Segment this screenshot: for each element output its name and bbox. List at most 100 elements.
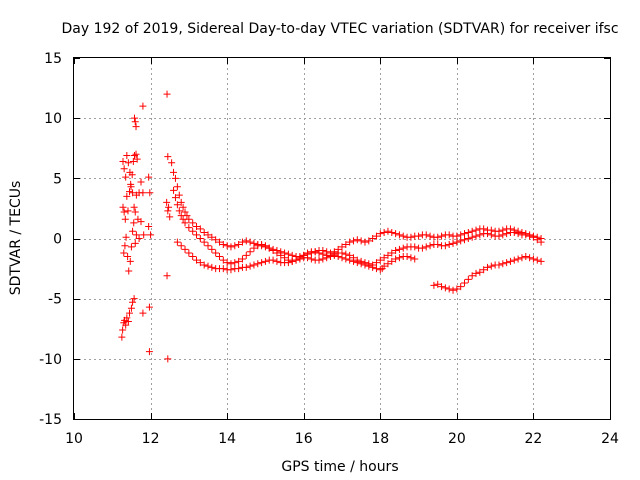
data-point bbox=[163, 272, 171, 280]
data-point bbox=[453, 232, 461, 240]
data-point bbox=[235, 265, 243, 273]
x-tick-label: 20 bbox=[448, 431, 466, 447]
data-point bbox=[126, 309, 134, 317]
data-point bbox=[529, 255, 537, 263]
data-point bbox=[164, 355, 172, 363]
data-point bbox=[403, 253, 411, 261]
plot-frame bbox=[73, 57, 611, 420]
data-point bbox=[369, 235, 377, 242]
data-point bbox=[361, 238, 369, 246]
y-tick-label: -10 bbox=[39, 352, 62, 368]
data-point bbox=[503, 230, 511, 238]
data-point bbox=[200, 261, 208, 269]
data-point bbox=[441, 242, 449, 250]
data-point bbox=[537, 257, 545, 265]
data-point bbox=[246, 262, 254, 270]
data-point bbox=[119, 326, 127, 334]
data-point bbox=[369, 263, 377, 271]
data-point bbox=[168, 159, 176, 167]
data-point bbox=[503, 259, 511, 267]
data-point bbox=[171, 174, 179, 182]
y-tick-labels: -15 -10 -5 0 5 10 15 bbox=[39, 51, 62, 428]
data-point bbox=[137, 218, 145, 226]
data-point bbox=[250, 261, 258, 269]
data-point bbox=[445, 241, 453, 249]
x-tick-label: 22 bbox=[525, 431, 543, 447]
data-point bbox=[254, 242, 262, 250]
x-tick-labels: 10 12 14 16 18 20 22 24 bbox=[65, 431, 619, 447]
data-point bbox=[208, 233, 216, 241]
data-point bbox=[533, 233, 541, 241]
data-point bbox=[235, 257, 243, 265]
data-point bbox=[499, 231, 507, 239]
data-point bbox=[124, 253, 132, 261]
data-point bbox=[163, 90, 171, 98]
data-point bbox=[215, 238, 223, 246]
data-point bbox=[499, 260, 507, 268]
chart-title: Day 192 of 2019, Sidereal Day-to-day VTE… bbox=[61, 21, 618, 37]
data-point bbox=[173, 201, 181, 209]
data-point bbox=[372, 259, 380, 267]
data-point bbox=[219, 256, 227, 264]
data-point bbox=[127, 243, 135, 251]
data-point bbox=[327, 253, 335, 261]
data-point bbox=[171, 194, 179, 202]
data-point bbox=[411, 255, 419, 263]
data-point bbox=[522, 253, 530, 261]
data-point bbox=[126, 188, 134, 196]
data-point bbox=[122, 233, 130, 241]
data-point bbox=[133, 155, 141, 163]
data-point bbox=[132, 123, 140, 131]
data-point bbox=[123, 192, 131, 200]
data-point bbox=[185, 249, 193, 257]
data-point bbox=[392, 247, 400, 255]
data-point bbox=[170, 186, 178, 194]
data-point bbox=[319, 255, 327, 263]
data-point bbox=[145, 303, 153, 311]
data-point bbox=[449, 286, 457, 294]
data-point bbox=[146, 189, 154, 197]
data-point bbox=[193, 231, 201, 239]
data-point bbox=[407, 254, 415, 262]
data-point bbox=[132, 231, 140, 239]
data-point bbox=[472, 226, 480, 234]
data-point bbox=[131, 118, 139, 126]
data-point bbox=[388, 249, 396, 257]
data-point bbox=[177, 198, 185, 206]
data-point bbox=[476, 268, 484, 276]
series-lower-track bbox=[173, 238, 545, 294]
data-point bbox=[304, 254, 312, 262]
data-point bbox=[223, 242, 231, 250]
data-point bbox=[269, 256, 277, 264]
data-point bbox=[315, 256, 323, 264]
data-point bbox=[522, 231, 530, 239]
data-point bbox=[395, 254, 403, 262]
data-point bbox=[380, 228, 388, 236]
data-point bbox=[388, 228, 396, 236]
data-point bbox=[124, 159, 132, 167]
data-point bbox=[273, 257, 281, 265]
data-point bbox=[140, 231, 148, 239]
data-point bbox=[130, 114, 138, 122]
data-point bbox=[438, 232, 446, 240]
data-point bbox=[376, 256, 384, 264]
data-point bbox=[487, 262, 495, 270]
data-point bbox=[200, 228, 208, 236]
data-point bbox=[208, 245, 216, 253]
data-point bbox=[200, 238, 208, 246]
data-point bbox=[131, 208, 139, 216]
data-point bbox=[353, 259, 361, 267]
data-point bbox=[173, 238, 181, 246]
data-point bbox=[464, 235, 472, 242]
data-point bbox=[315, 249, 323, 257]
data-point bbox=[238, 238, 246, 246]
x-tick-label: 14 bbox=[218, 431, 236, 447]
data-point bbox=[145, 348, 153, 356]
data-point bbox=[193, 256, 201, 264]
data-point bbox=[265, 244, 273, 252]
data-point bbox=[254, 260, 262, 268]
x-tick-label: 10 bbox=[65, 431, 83, 447]
data-point bbox=[457, 237, 465, 245]
data-point bbox=[407, 233, 415, 241]
